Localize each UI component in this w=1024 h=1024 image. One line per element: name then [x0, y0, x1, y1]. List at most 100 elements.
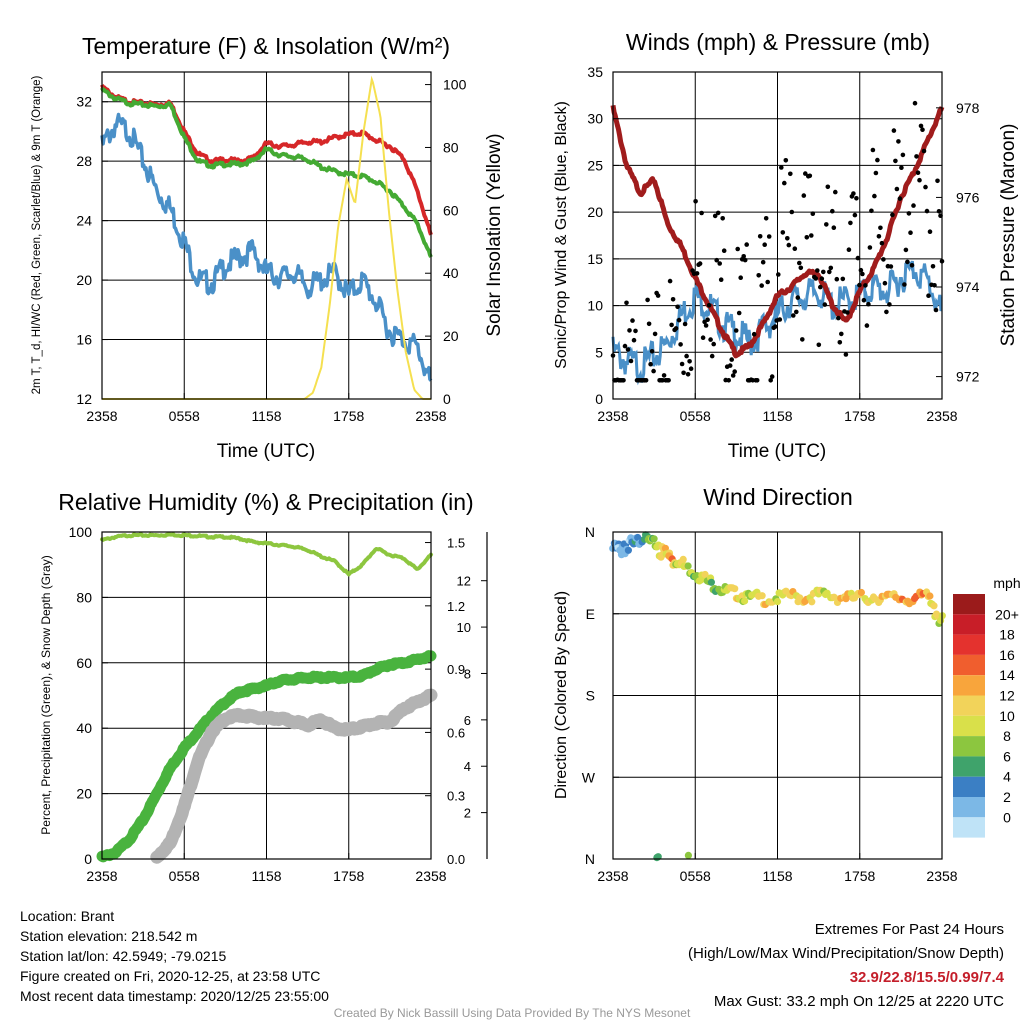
gust-point: [633, 328, 638, 334]
insolation-tick-label: 60: [443, 202, 459, 218]
direction-point: [926, 592, 934, 600]
winds-grid: [613, 72, 942, 399]
gust-point: [669, 322, 674, 328]
gust-point: [872, 193, 877, 199]
gust-point: [751, 331, 757, 337]
gust-point: [882, 280, 888, 286]
insolation-tick-label: 20: [443, 328, 459, 344]
gust-point: [845, 310, 850, 315]
snow-tick-label: 4: [464, 759, 471, 774]
gust-point: [783, 158, 789, 163]
gust-point: [738, 275, 743, 281]
gust-point: [821, 269, 826, 275]
gust-point: [762, 242, 767, 247]
gust-point: [917, 177, 922, 183]
gust-point: [791, 313, 796, 318]
station-location: Location: Brant: [20, 908, 115, 924]
x-tick-label: 1758: [844, 868, 875, 884]
gust-point: [685, 372, 691, 377]
gust-point: [705, 317, 710, 323]
colorbar-swatch: [953, 715, 985, 737]
gust-point: [676, 317, 682, 323]
gust-point: [890, 212, 895, 218]
gust-point: [652, 331, 658, 337]
gust-point: [646, 321, 652, 327]
y-tick-label: N: [585, 851, 595, 867]
gust-point: [932, 283, 937, 288]
gust-point: [714, 257, 719, 263]
x-tick-label: 1158: [762, 868, 792, 884]
gust-point: [798, 265, 804, 271]
winds-ylabel-left: Sonic/Prop Wind & Gust (Blue, Black): [553, 101, 570, 369]
wind-direction-panel: Wind Direction 2358 0558 1158 1758 2358NWSEN…: [553, 484, 1021, 884]
temperature-title: Temperature (F) & Insolation (W/m²): [82, 33, 450, 59]
direction-point: [624, 546, 633, 554]
gust-point: [930, 264, 936, 269]
gust-point: [777, 317, 783, 322]
gust-point: [645, 297, 650, 303]
x-tick-label: 2358: [926, 408, 957, 424]
colorbar-label: mph: [993, 575, 1020, 591]
gust-point: [766, 234, 772, 239]
gust-point: [807, 173, 813, 179]
gust-point: [819, 276, 825, 282]
gust-point: [908, 230, 913, 235]
gust-point: [679, 361, 685, 367]
gust-point: [815, 268, 820, 273]
gust-point: [927, 229, 933, 234]
gust-point: [873, 170, 879, 176]
y-tick-label: 40: [76, 720, 92, 736]
gust-point: [721, 248, 727, 253]
x-tick-label: 1758: [333, 868, 364, 884]
pressure-tick-label: 974: [956, 279, 980, 295]
gust-point: [878, 225, 883, 231]
gust-point: [687, 359, 692, 364]
pressure-ylabel: Station Pressure (Maroon): [998, 124, 1019, 347]
gust-point: [792, 246, 798, 251]
snow-tick-label: 8: [464, 666, 471, 681]
colorbar-swatch: [953, 654, 985, 676]
gust-point: [772, 324, 778, 329]
temperature-ticks: 2358 0558 1158 1758 235812162024283202040608…: [76, 77, 466, 424]
gust-point: [744, 242, 749, 247]
colorbar-swatch: [953, 736, 985, 757]
gust-point: [834, 276, 840, 282]
snow-tick-label: 10: [457, 620, 471, 635]
credit-line: Created By Nick Bassill Using Data Provi…: [333, 1006, 691, 1020]
gust-point: [621, 378, 626, 383]
wind-direction-grid: [613, 532, 942, 859]
gust-point: [712, 213, 718, 219]
gust-point: [622, 343, 628, 349]
gust-point: [846, 247, 852, 252]
gust-point: [863, 283, 868, 288]
gust-point: [818, 284, 823, 290]
humidity-ticks: 2358 0558 1158 1758 23580204060801000.00.30.…: [69, 524, 488, 884]
precip-tick-label: 0.3: [447, 789, 465, 804]
gust-point: [840, 276, 846, 282]
gust-point: [864, 323, 870, 328]
colorbar-tick-label: 0: [1003, 809, 1011, 825]
x-tick-label: 2358: [926, 868, 957, 884]
y-tick-label: 32: [76, 94, 92, 110]
x-tick-label: 2358: [415, 868, 446, 884]
direction-point: [701, 570, 709, 579]
gust-point: [867, 245, 873, 250]
y-tick-label: 30: [587, 111, 603, 127]
gust-point: [794, 309, 799, 315]
gust-point: [854, 196, 859, 201]
wind-direction-points: [609, 531, 946, 862]
gust-point: [801, 193, 807, 198]
gust-point: [900, 152, 906, 158]
gust-point: [699, 210, 704, 216]
gust-point: [651, 368, 656, 374]
gust-point: [735, 246, 740, 252]
x-tick-label: 2358: [597, 868, 628, 884]
gust-point: [681, 370, 686, 376]
gust-point: [905, 259, 910, 265]
precip-tick-label: 0.9: [447, 662, 465, 677]
extremes-title: Extremes For Past 24 Hours: [814, 921, 1004, 938]
gust-point: [924, 208, 930, 214]
recent-timestamp: Most recent data timestamp: 2020/12/25 2…: [20, 988, 329, 1004]
gust-point: [884, 309, 889, 315]
y-tick-label: 0: [595, 391, 603, 407]
